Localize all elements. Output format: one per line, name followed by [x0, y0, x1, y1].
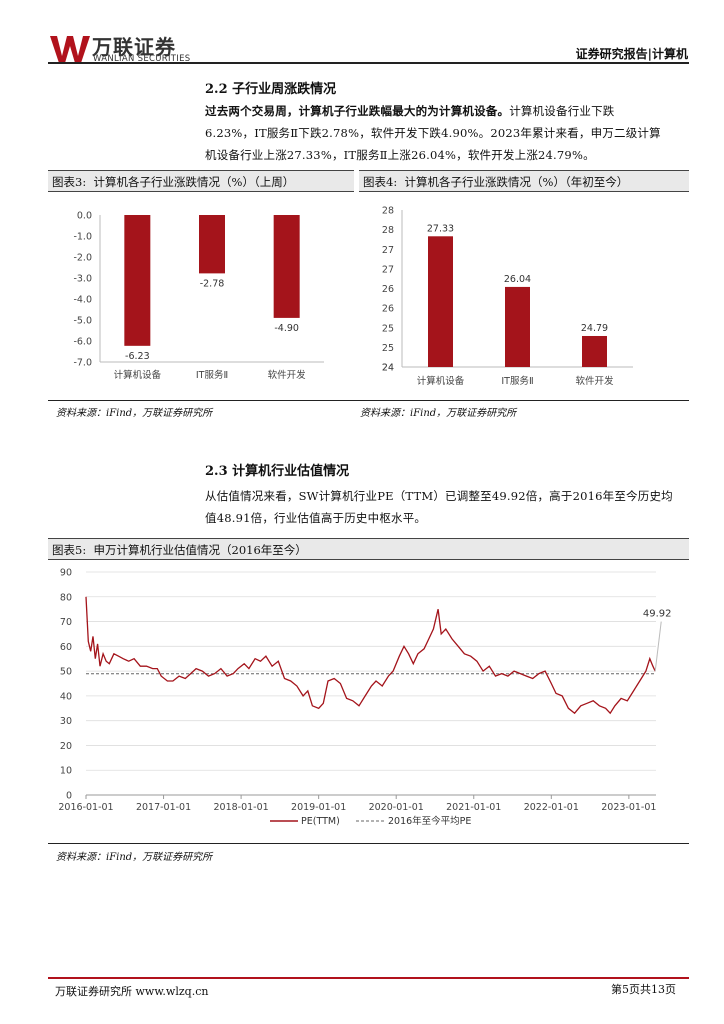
- x-tick-label: IT服务Ⅱ: [501, 375, 533, 387]
- y-tick-label: 50: [60, 667, 72, 678]
- section-2-3-body: 从估值情况来看，SW计算机行业PE（TTM）已调整至49.92倍，高于2016年…: [205, 489, 673, 525]
- y-tick-label: 25: [382, 323, 394, 334]
- y-tick-label: 90: [60, 568, 72, 579]
- y-tick-label: 27: [382, 245, 394, 256]
- section-2-3-title: 2.3 计算机行业估值情况: [205, 464, 350, 479]
- y-tick-label: 24: [382, 363, 394, 374]
- x-tick-label: 2020-01-01: [369, 802, 424, 813]
- y-tick-label: 60: [60, 642, 72, 653]
- bar: [199, 215, 225, 274]
- legend-avg-label: 2016年至今平均PE: [388, 815, 471, 827]
- y-tick-label: -4.0: [73, 295, 92, 306]
- y-tick-label: 27: [382, 264, 394, 275]
- bar: [582, 335, 607, 367]
- fig3-source: 资料来源：iFind，万联证券研究所: [56, 408, 213, 419]
- y-tick-label: 70: [60, 617, 72, 628]
- fig5-header: 图表5: 申万计算机行业估值情况（2016年至今）: [48, 538, 689, 560]
- legend-pe-label: PE(TTM): [301, 816, 340, 827]
- data-label: 24.79: [581, 323, 608, 334]
- y-tick-label: 30: [60, 716, 72, 727]
- report-type: 证券研究报告: [575, 47, 648, 61]
- y-tick-label: 28: [382, 225, 394, 236]
- fig3-chart: 0.0 -1.0 -2.0 -3.0 -4.0 -5.0 -6.0 -7.0 -6.23 计算机设…: [73, 211, 324, 381]
- y-tick-label: 0: [66, 791, 72, 802]
- page-number: 第5页共13页: [611, 983, 676, 996]
- bar: [124, 215, 151, 346]
- x-tick-label: 2023-01-01: [601, 802, 656, 813]
- last-value-label: 49.92: [643, 609, 672, 620]
- data-label: -2.78: [200, 278, 225, 289]
- y-tick-label: 10: [60, 766, 72, 777]
- logo-en: WANLIAN SECURITIES: [93, 54, 191, 64]
- x-tick-label: 2017-01-01: [136, 802, 191, 813]
- data-label: 26.04: [504, 274, 531, 285]
- fig4-chart: 2828272726262525242427.33计算机设备26.04IT服务Ⅱ…: [382, 206, 633, 387]
- pe-ttm-line: [85, 596, 656, 715]
- y-tick-label: 24: [382, 363, 394, 374]
- y-tick-label: -7.0: [73, 358, 92, 369]
- x-tick-label: 2018-01-01: [213, 802, 268, 813]
- callout-leader: [654, 621, 662, 672]
- y-tick-label: -1.0: [73, 232, 92, 243]
- logo-cn: 万联证券: [92, 35, 176, 59]
- wanlian-logo-mark: [50, 36, 90, 63]
- section-2-2-body: 过去两个交易周，计算机子行业跌幅最大的为计算机设备。计算机设备行业下跌 6.23…: [205, 104, 661, 162]
- data-label: -6.23: [125, 351, 150, 362]
- y-tick-label: 26: [382, 304, 394, 315]
- bar: [428, 236, 453, 367]
- fig5-chart: 0 10 20 30 40 50 60 70 80 90 2016-01-01 2017-01-01 2…: [58, 568, 672, 828]
- y-tick-label: -6.0: [73, 337, 92, 348]
- x-tick-label: IT服务Ⅱ: [196, 369, 228, 381]
- x-tick-label: 软件开发: [268, 369, 307, 381]
- fig5-bottom-rule: [48, 843, 689, 844]
- header-right: 证券研究报告|计算机: [575, 47, 688, 61]
- data-label: -4.90: [274, 323, 299, 334]
- section-2-2-title: 2.2 子行业周涨跌情况: [205, 82, 337, 97]
- fig34-bottom-rule: [48, 400, 689, 401]
- y-tick-label: -2.0: [73, 253, 92, 264]
- fig4-source: 资料来源：iFind，万联证券研究所: [360, 408, 517, 419]
- y-tick-label: 28: [382, 206, 394, 217]
- y-tick-label: 25: [382, 343, 394, 354]
- x-tick-label: 2022-01-01: [524, 802, 579, 813]
- y-tick-label: -5.0: [73, 316, 92, 327]
- x-tick-label: 软件开发: [575, 375, 614, 387]
- bar: [273, 215, 300, 318]
- fig5-source: 资料来源：iFind，万联证券研究所: [56, 852, 213, 863]
- x-tick-label: 2019-01-01: [291, 802, 346, 813]
- x-tick-label: 计算机设备: [417, 375, 465, 387]
- x-tick-label: 2021-01-01: [446, 802, 501, 813]
- x-tick-label: 计算机设备: [114, 369, 162, 381]
- y-tick-label: -3.0: [73, 274, 92, 285]
- y-tick-label: 26: [382, 284, 394, 295]
- fig4-header: 图表4: 计算机各子行业涨跌情况（%）（年初至今）: [359, 170, 689, 192]
- logo: [50, 32, 90, 64]
- x-tick-label: 2016-01-01: [58, 802, 113, 813]
- bar: [505, 286, 530, 367]
- bold-lead: 过去两个交易周，计算机子行业跌幅最大的为计算机设备。: [205, 104, 510, 118]
- y-tick-label: 40: [60, 691, 72, 702]
- sector-name: 计算机: [651, 47, 688, 61]
- y-tick-label: 80: [60, 592, 72, 603]
- header-rule: [48, 62, 689, 64]
- footer-rule: [48, 977, 689, 979]
- footer-left: 万联证券研究所 www.wlzq.cn: [55, 985, 209, 998]
- y-tick-label: 0.0: [77, 211, 92, 222]
- y-tick-label: 20: [60, 741, 72, 752]
- data-label: 27.33: [427, 223, 454, 234]
- fig3-header: 图表3: 计算机各子行业涨跌情况（%）（上周）: [48, 170, 354, 192]
